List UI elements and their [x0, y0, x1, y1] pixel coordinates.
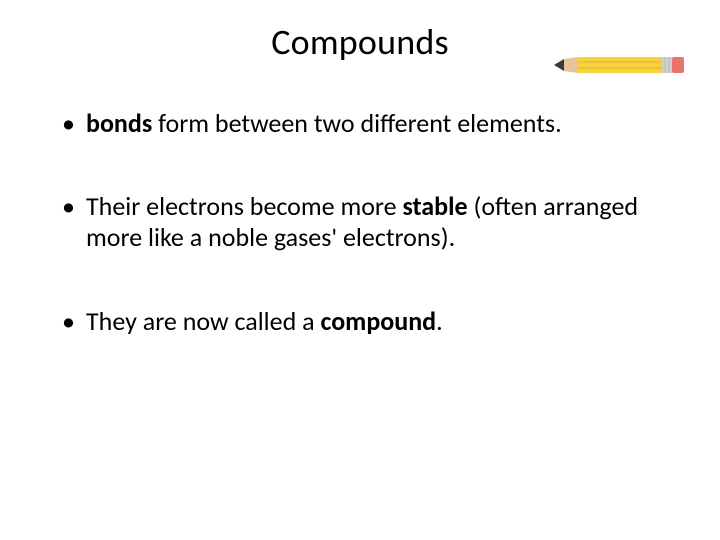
slide: Compounds bonds form between two differe… [0, 0, 720, 540]
bullet-text: They are now called a [86, 305, 320, 337]
bullet-text: . [436, 305, 443, 337]
bullet-text: Their electrons become more [86, 190, 402, 222]
list-item: bonds form between two different element… [60, 108, 660, 139]
bullet-text: form between two different elements. [152, 107, 561, 139]
list-item: They are now called a compound. [60, 306, 660, 337]
bullet-list: bonds form between two different element… [60, 108, 660, 337]
bullet-bold: compound [320, 305, 436, 337]
bullet-bold: bonds [86, 107, 152, 139]
pencil-icon [554, 54, 684, 76]
bullet-bold: stable [402, 190, 467, 222]
list-item: Their electrons become more stable (ofte… [60, 191, 660, 253]
